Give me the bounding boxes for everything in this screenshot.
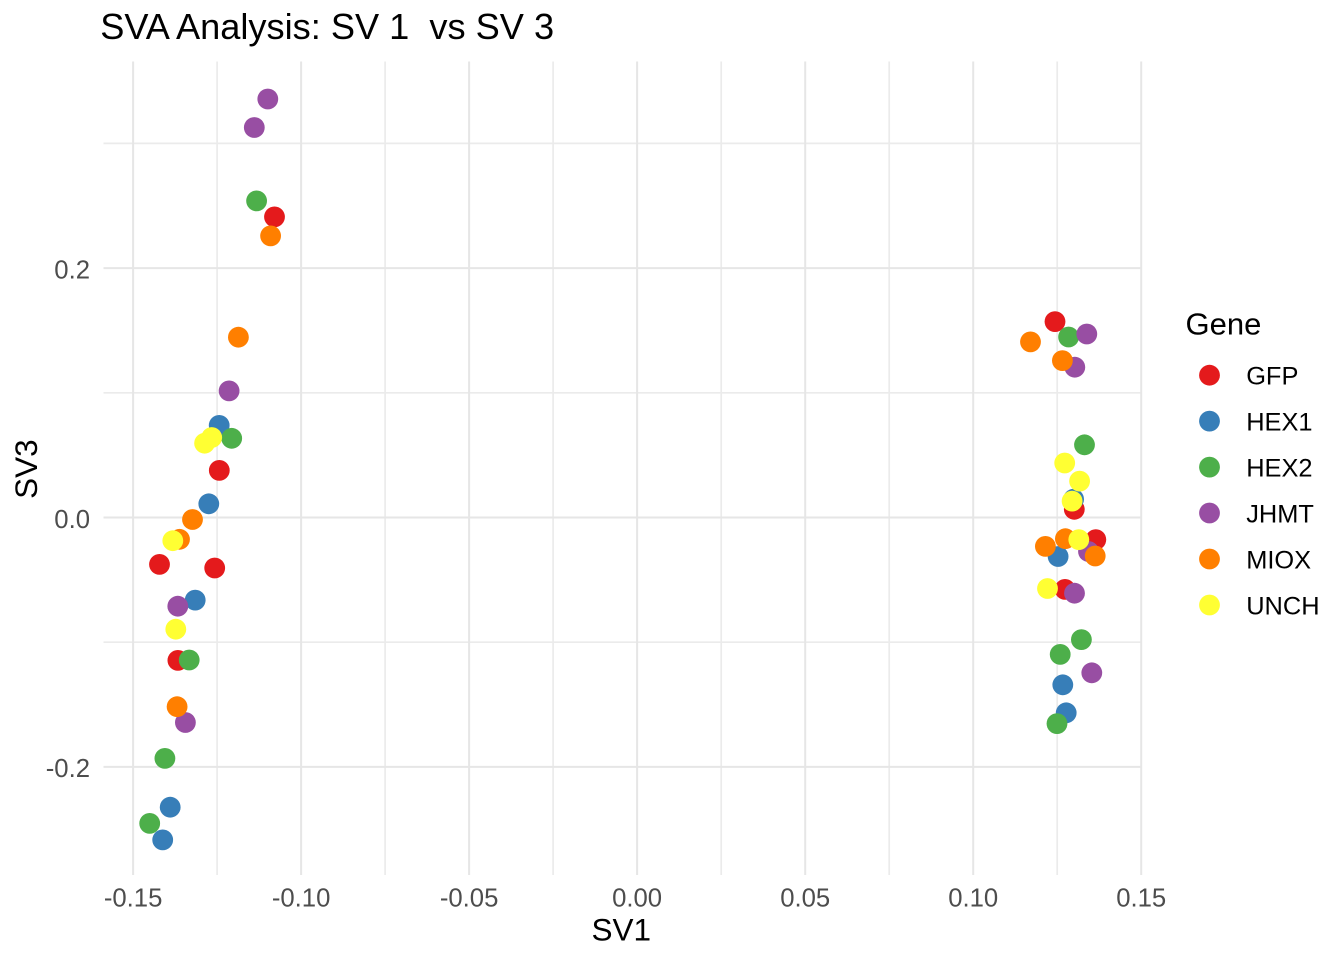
svg-text:0.05: 0.05 — [780, 885, 830, 913]
svg-text:-0.15: -0.15 — [104, 885, 163, 913]
svg-text:-0.2: -0.2 — [46, 755, 90, 783]
svg-text:SVA Analysis: SV 1 vs SV 3: SVA Analysis: SV 1 vs SV 3 — [100, 6, 554, 47]
svg-text:-0.10: -0.10 — [272, 885, 331, 913]
svg-text:MIOX: MIOX — [1246, 546, 1311, 574]
svg-text:Gene: Gene — [1186, 307, 1262, 342]
svg-text:GFP: GFP — [1246, 363, 1298, 391]
svg-text:0.15: 0.15 — [1116, 885, 1166, 913]
svg-text:0.0: 0.0 — [54, 506, 90, 534]
svg-text:SV3: SV3 — [8, 439, 44, 499]
svg-text:SV1: SV1 — [592, 911, 652, 947]
svg-text:0.2: 0.2 — [54, 256, 90, 284]
svg-text:HEX1: HEX1 — [1246, 409, 1312, 437]
svg-text:0.10: 0.10 — [948, 885, 998, 913]
svg-text:UNCH: UNCH — [1246, 592, 1319, 620]
svg-text:JHMT: JHMT — [1246, 500, 1314, 528]
svg-text:HEX2: HEX2 — [1246, 455, 1312, 483]
svg-text:-0.05: -0.05 — [440, 885, 499, 913]
svg-text:0.00: 0.00 — [612, 885, 662, 913]
